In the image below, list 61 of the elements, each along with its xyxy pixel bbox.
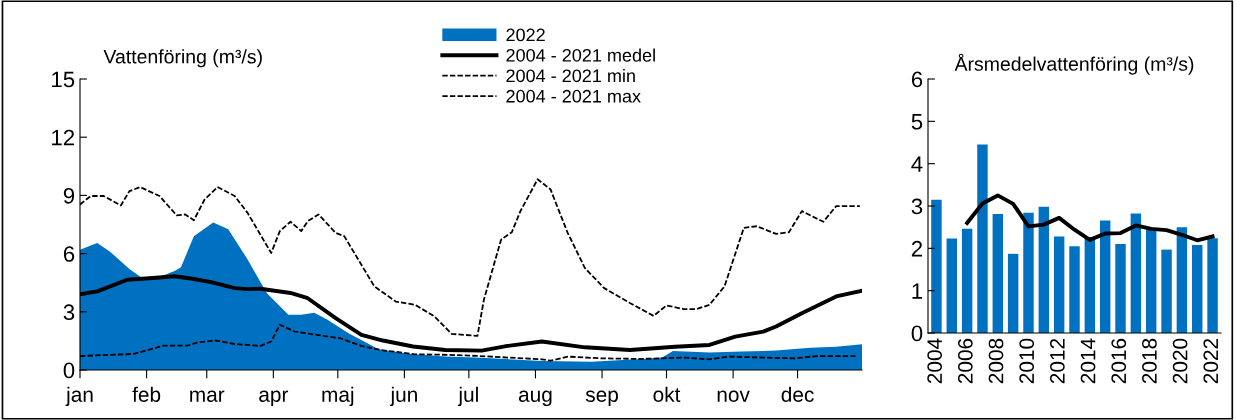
- bar: [1130, 213, 1142, 333]
- y-tick-label: 3: [911, 198, 923, 215]
- y-tick-label: 1: [912, 283, 923, 299]
- y-tick-label: 4: [911, 156, 923, 172]
- x-tick-label: jun: [389, 386, 417, 407]
- legend-label: 2004 - 2021 min: [506, 68, 635, 83]
- bar: [961, 228, 973, 333]
- legend-label: 2004 - 2021 medel: [506, 48, 655, 62]
- y-tick-label: 2: [911, 240, 923, 257]
- x-tick-label: nov: [717, 390, 750, 402]
- x-tick-label: jan: [65, 386, 93, 407]
- x-tick-label: 2018: [1142, 338, 1157, 384]
- x-tick-label: 2006: [957, 338, 973, 384]
- x-tick-label: 2012: [1050, 338, 1065, 384]
- y-tick-label: 12: [52, 129, 75, 146]
- x-tick-label: aug: [518, 390, 552, 407]
- y-tick-label: 9: [63, 187, 75, 204]
- x-tick-label: jul: [457, 386, 478, 407]
- bar: [992, 214, 1004, 333]
- bar: [1023, 212, 1034, 333]
- x-tick-label: sep: [585, 390, 618, 407]
- bar: [1161, 249, 1172, 333]
- x-tick-label: okt: [653, 386, 681, 402]
- bar: [1053, 236, 1065, 333]
- x-tick-label: apr: [259, 390, 289, 407]
- y-tick-label: 6: [63, 246, 75, 262]
- x-tick-label: dec: [781, 386, 814, 402]
- bar: [977, 144, 988, 333]
- bar: [1192, 244, 1203, 333]
- legend-label: 2022: [506, 28, 545, 42]
- y-tick-label: 15: [52, 71, 75, 88]
- x-tick-label: 2008: [988, 338, 1004, 384]
- x-tick-label: feb: [132, 386, 161, 402]
- x-tick-label: maj: [322, 386, 354, 407]
- bar: [1099, 220, 1111, 333]
- bar: [1084, 236, 1096, 333]
- y-tick-label: 3: [63, 304, 75, 321]
- x-tick-label: 2004: [927, 338, 943, 384]
- bar: [1007, 253, 1019, 333]
- y-tick-label: 0: [911, 325, 923, 342]
- x-tick-label: 2010: [1019, 338, 1035, 384]
- line-series: [965, 193, 1215, 243]
- bar: [1145, 229, 1157, 333]
- chart-title: Vattenföring (m³/s): [103, 49, 262, 68]
- bar: [1176, 227, 1188, 333]
- chart-title: Årsmedelvattenföring (m³/s): [954, 53, 1194, 75]
- x-tick-label: 2016: [1111, 338, 1127, 384]
- x-tick-label: mar: [190, 390, 225, 402]
- x-tick-label: 2014: [1080, 338, 1096, 384]
- y-tick-label: 5: [911, 114, 923, 130]
- bar: [1207, 238, 1218, 333]
- bar: [931, 199, 942, 333]
- bar: [946, 238, 957, 333]
- bar: [1038, 206, 1050, 333]
- bar: [1069, 246, 1080, 333]
- legend-label: 2004 - 2021 max: [506, 89, 641, 103]
- y-tick-label: 0: [63, 362, 75, 379]
- bar: [1115, 244, 1126, 333]
- x-tick-label: 2020: [1172, 338, 1188, 384]
- y-tick-label: 6: [911, 71, 923, 88]
- x-tick-label: 2022: [1203, 338, 1219, 384]
